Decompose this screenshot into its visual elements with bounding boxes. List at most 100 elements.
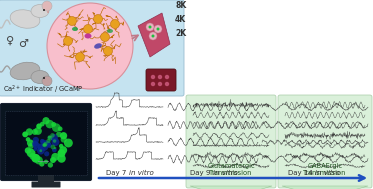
FancyBboxPatch shape: [38, 175, 54, 187]
Circle shape: [48, 162, 53, 168]
Circle shape: [48, 136, 51, 139]
Circle shape: [58, 126, 63, 131]
Circle shape: [42, 143, 46, 147]
Circle shape: [53, 139, 56, 143]
Circle shape: [33, 137, 39, 143]
Circle shape: [35, 156, 43, 164]
Text: 2K: 2K: [175, 29, 186, 39]
Circle shape: [22, 132, 28, 137]
Ellipse shape: [31, 5, 49, 18]
Text: Day 14: Day 14: [288, 170, 315, 176]
Polygon shape: [282, 186, 368, 189]
Circle shape: [84, 25, 93, 33]
Circle shape: [40, 139, 44, 143]
Circle shape: [43, 142, 48, 146]
Circle shape: [51, 145, 55, 149]
FancyBboxPatch shape: [186, 95, 276, 188]
Circle shape: [43, 117, 50, 124]
Circle shape: [51, 153, 59, 161]
Circle shape: [47, 136, 52, 140]
Text: in vitro: in vitro: [213, 170, 238, 176]
Circle shape: [50, 157, 56, 163]
Circle shape: [151, 35, 154, 37]
Circle shape: [52, 148, 57, 152]
Circle shape: [110, 19, 119, 29]
FancyBboxPatch shape: [278, 95, 372, 188]
FancyBboxPatch shape: [146, 69, 176, 91]
Circle shape: [151, 82, 155, 86]
Text: ♂: ♂: [18, 39, 28, 49]
Circle shape: [40, 122, 45, 126]
Circle shape: [51, 137, 54, 140]
Circle shape: [59, 146, 67, 154]
Circle shape: [165, 75, 169, 79]
Circle shape: [39, 161, 44, 167]
Polygon shape: [190, 186, 272, 189]
Circle shape: [158, 75, 162, 79]
Circle shape: [51, 122, 56, 127]
Ellipse shape: [94, 43, 102, 49]
FancyBboxPatch shape: [0, 104, 91, 180]
Text: in vitro: in vitro: [129, 170, 154, 176]
Text: in vitro: in vitro: [315, 170, 340, 176]
Circle shape: [44, 151, 49, 156]
Circle shape: [29, 153, 36, 160]
Circle shape: [37, 144, 43, 149]
Circle shape: [103, 46, 113, 56]
Circle shape: [157, 28, 160, 30]
Text: Day 9: Day 9: [190, 170, 213, 176]
Circle shape: [149, 32, 157, 40]
Circle shape: [43, 9, 45, 11]
Text: ♀: ♀: [6, 36, 14, 46]
Circle shape: [40, 143, 48, 151]
Circle shape: [47, 3, 133, 89]
Circle shape: [40, 140, 47, 146]
Circle shape: [28, 143, 34, 149]
Circle shape: [42, 1, 52, 11]
Circle shape: [56, 132, 62, 137]
Circle shape: [54, 147, 56, 149]
Text: Ca$^{2+}$ Indicator / GCaMP: Ca$^{2+}$ Indicator / GCaMP: [3, 84, 84, 96]
Circle shape: [42, 76, 52, 86]
Circle shape: [47, 143, 52, 148]
Circle shape: [75, 53, 85, 61]
Circle shape: [27, 139, 34, 146]
Circle shape: [44, 140, 49, 146]
FancyBboxPatch shape: [31, 181, 60, 187]
Circle shape: [43, 143, 47, 147]
Circle shape: [46, 120, 54, 128]
Circle shape: [60, 136, 67, 143]
Text: Glutamatergic
Transmission: Glutamatergic Transmission: [207, 163, 255, 176]
Circle shape: [63, 36, 72, 46]
Circle shape: [27, 149, 35, 157]
Circle shape: [32, 141, 38, 147]
Circle shape: [52, 123, 60, 132]
Text: 8K: 8K: [175, 2, 186, 11]
Circle shape: [148, 26, 151, 29]
Text: Day 7: Day 7: [106, 170, 129, 176]
Circle shape: [26, 128, 33, 136]
Ellipse shape: [85, 33, 91, 39]
FancyBboxPatch shape: [0, 0, 184, 96]
Ellipse shape: [10, 10, 40, 28]
Circle shape: [34, 127, 42, 135]
Circle shape: [59, 144, 63, 148]
Circle shape: [46, 139, 51, 143]
Circle shape: [151, 75, 155, 79]
FancyBboxPatch shape: [5, 111, 87, 175]
Circle shape: [32, 129, 38, 135]
Circle shape: [40, 149, 42, 152]
Circle shape: [48, 135, 51, 139]
Circle shape: [94, 15, 103, 23]
Circle shape: [31, 154, 40, 163]
Circle shape: [33, 142, 40, 149]
Circle shape: [47, 11, 49, 13]
Circle shape: [44, 160, 48, 164]
Circle shape: [146, 23, 154, 31]
Polygon shape: [138, 13, 170, 57]
Circle shape: [37, 147, 45, 155]
Circle shape: [50, 133, 55, 138]
Circle shape: [38, 148, 41, 152]
Circle shape: [158, 82, 162, 86]
Circle shape: [34, 147, 37, 151]
